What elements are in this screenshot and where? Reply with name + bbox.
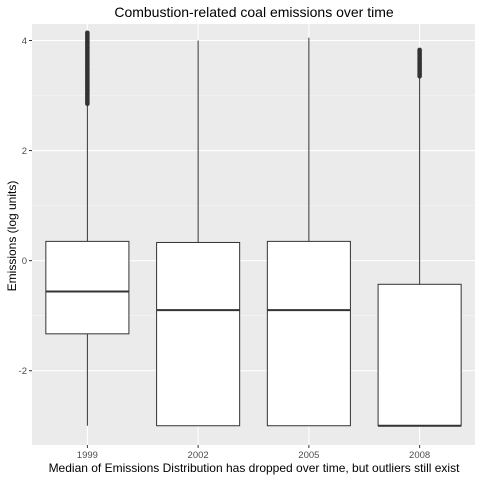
box-2002 [156, 40, 241, 427]
box-2008 [377, 47, 462, 427]
x-axis: 1999 2002 2005 2008 [77, 445, 430, 461]
box-2005 [266, 37, 351, 427]
x-tick-label: 2008 [409, 450, 430, 461]
x-tick-label: 2005 [298, 450, 319, 461]
outliers [85, 30, 90, 107]
outlier-point [417, 47, 422, 53]
box-1999 [45, 30, 130, 426]
outlier-point [85, 30, 90, 36]
y-axis-label: Emissions (log units) [5, 181, 19, 292]
x-tick-label: 1999 [77, 450, 98, 461]
box-body [156, 241, 241, 427]
y-tick-label: -2 [19, 366, 27, 377]
box-body [266, 240, 351, 427]
outliers [417, 47, 422, 79]
y-tick-label: 0 [22, 256, 27, 267]
y-tick-label: 4 [22, 36, 27, 47]
x-axis-label: Median of Emissions Distribution has dro… [49, 461, 461, 475]
x-tick-label: 2002 [188, 450, 209, 461]
y-axis: -2 0 2 4 [19, 36, 32, 377]
box-body [45, 240, 130, 335]
chart-title: Combustion-related coal emissions over t… [114, 4, 394, 20]
y-tick-label: 2 [22, 146, 27, 157]
boxes-layer [45, 30, 462, 427]
box-body [377, 283, 462, 427]
